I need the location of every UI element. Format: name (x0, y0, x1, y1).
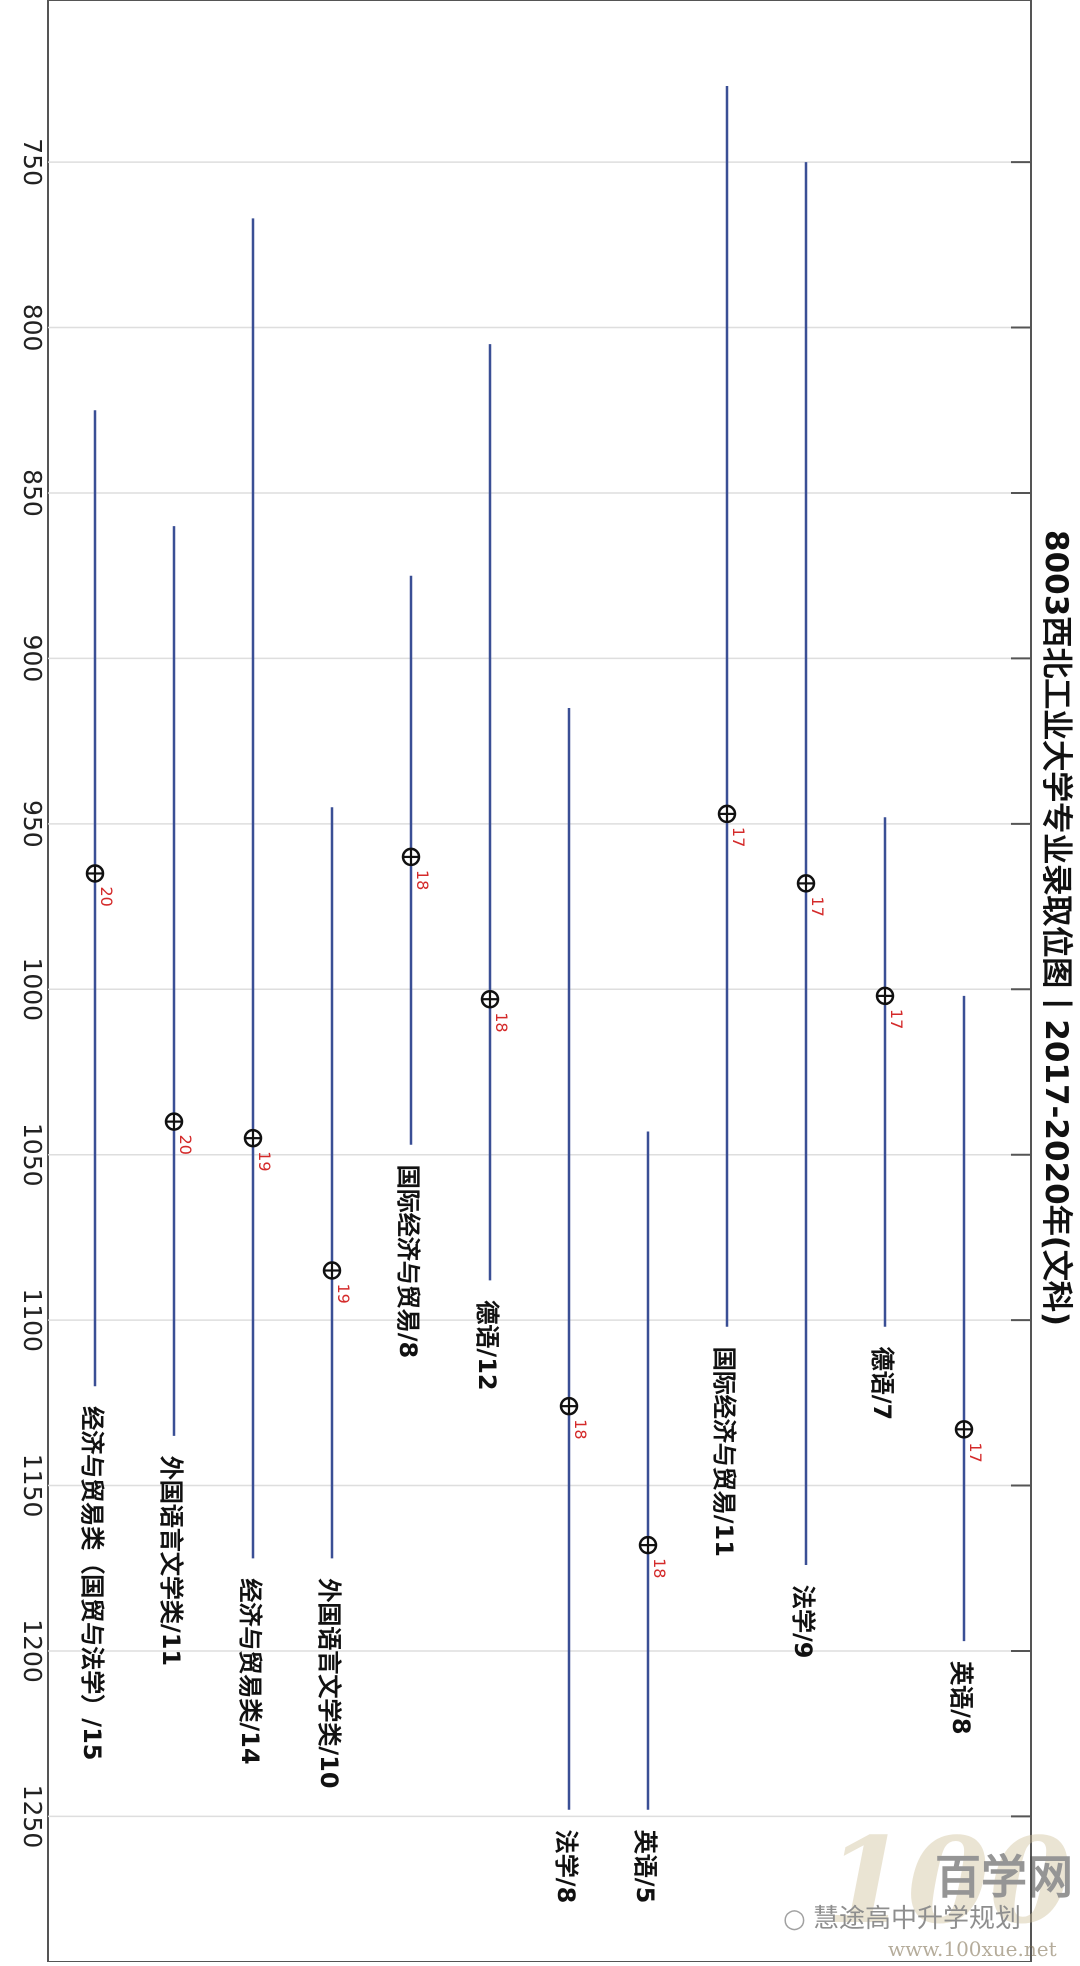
category-label: 经济与贸易类/14 (236, 1578, 264, 1764)
category-label: 外国语言文学类/10 (315, 1578, 343, 1788)
count-label: 17 (966, 1442, 985, 1462)
series-group: 20 外国语言文学类/11 (157, 526, 195, 1666)
tick-label: 1250 (18, 1785, 47, 1849)
tick-label: 750 (18, 138, 47, 186)
series-layer: 20 经济与贸易类（国贸与法学）/15 20 外国语言文学类/11 19 经济与贸易类/1… (78, 86, 985, 1903)
series-group: 17 法学/9 (789, 162, 827, 1658)
series-group: 18 英语/5 (631, 1131, 669, 1903)
tick-label: 1000 (18, 957, 47, 1021)
tick-label: 1050 (18, 1123, 47, 1187)
grid-layer (48, 161, 1031, 1818)
count-label: 19 (255, 1151, 274, 1171)
count-label: 18 (492, 1012, 511, 1032)
series-group: 18 法学/8 (552, 708, 590, 1903)
count-label: 17 (808, 896, 827, 916)
count-label: 18 (650, 1558, 669, 1578)
series-group: 17 英语/8 (947, 995, 985, 1735)
tick-label: 1100 (18, 1288, 47, 1352)
watermark-logo-number: 100 (825, 1811, 1071, 1950)
series-group: 17 德语/7 (868, 817, 906, 1420)
watermark: 100 百学网 ○ 慧途高中升学规划 www.100xue.net (783, 1811, 1073, 1961)
count-label: 17 (729, 827, 748, 847)
category-label: 国际经济与贸易/8 (394, 1165, 422, 1358)
tick-label: 800 (18, 304, 47, 352)
count-label: 18 (413, 870, 432, 890)
tick-label-layer: 750 800 850 900 950 1000 1050 1100 1150 1200 1250 (18, 138, 47, 1848)
category-label: 德语/7 (868, 1347, 896, 1420)
category-label: 外国语言文学类/11 (157, 1456, 185, 1666)
tick-label: 950 (18, 800, 47, 848)
count-label: 19 (334, 1284, 353, 1304)
category-label: 英语/8 (947, 1661, 975, 1734)
tick-label: 850 (18, 469, 47, 517)
plot-frame (47, 0, 1032, 1963)
series-group: 19 外国语言文学类/10 (315, 807, 353, 1789)
tick-label: 900 (18, 635, 47, 683)
watermark-account: 慧途高中升学规划 (813, 1904, 1021, 1934)
series-group: 18 德语/12 (473, 344, 511, 1391)
series-group: 20 经济与贸易类（国贸与法学）/15 (78, 410, 116, 1760)
category-label: 法学/9 (789, 1585, 817, 1658)
watermark-chat-icon: ○ (783, 1904, 806, 1934)
category-label: 德语/12 (473, 1300, 501, 1390)
category-label: 经济与贸易类（国贸与法学）/15 (78, 1406, 106, 1760)
series-group: 19 经济与贸易类/14 (236, 218, 274, 1765)
tick-label: 1200 (18, 1619, 47, 1683)
count-label: 20 (97, 886, 116, 906)
watermark-brand: 百学网 (935, 1850, 1073, 1904)
series-group: 17 国际经济与贸易/11 (710, 86, 748, 1557)
watermark-url: www.100xue.net (888, 1937, 1057, 1961)
tick-label: 1150 (18, 1454, 47, 1518)
count-label: 17 (887, 1009, 906, 1029)
chart-title: 8003西北工业大学专业录取位图丨2017-2020年(文科) (1038, 530, 1074, 1326)
category-label: 国际经济与贸易/11 (710, 1347, 738, 1557)
count-label: 20 (176, 1135, 195, 1155)
series-group: 18 国际经济与贸易/8 (394, 575, 432, 1358)
category-label: 英语/5 (631, 1830, 659, 1903)
category-label: 法学/8 (552, 1830, 580, 1903)
count-label: 18 (571, 1419, 590, 1439)
